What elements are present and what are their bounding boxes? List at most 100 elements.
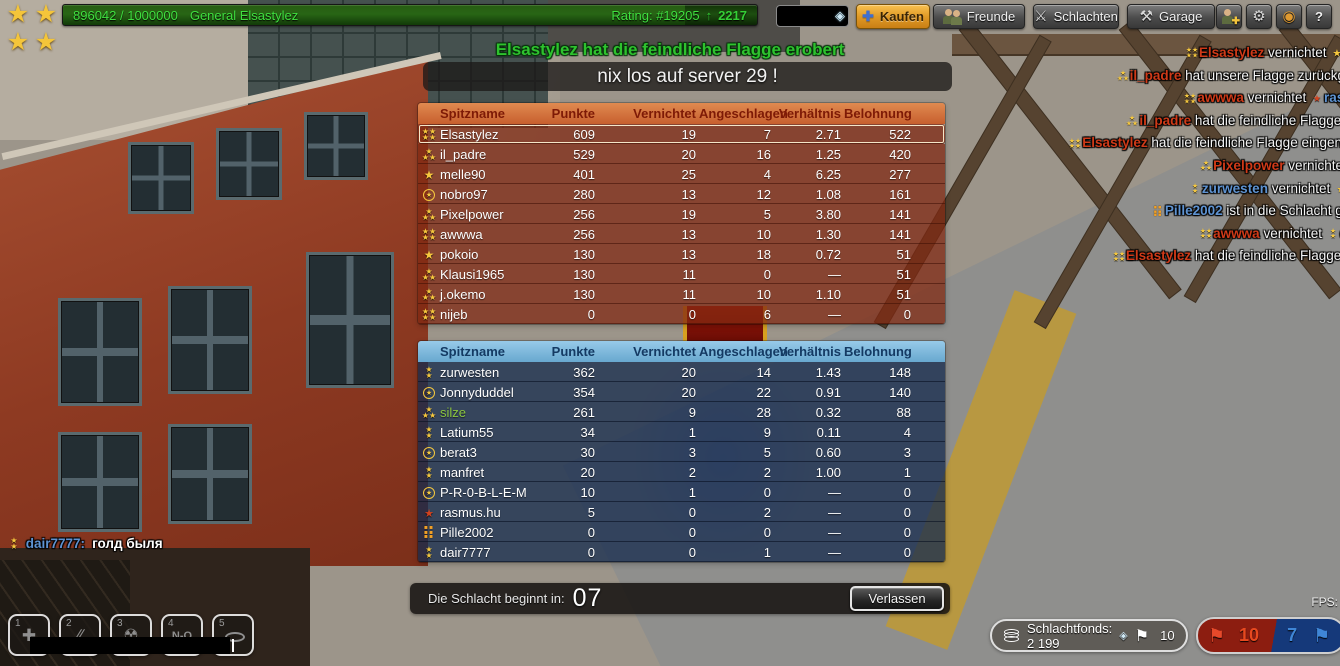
cell-punkte: 130 [573, 286, 595, 302]
player-row[interactable]: ★ ★ dair7777 0 0 1 — 0 [418, 542, 945, 562]
cell-verhaeltnis: 6.25 [815, 166, 841, 182]
server-chat-message: nix los auf server 29 ! [423, 62, 952, 91]
battle-log-line: ★★★il_padre hat unsere Flagge zurückgebr… [812, 65, 1340, 88]
player-row[interactable]: ★ ★ Latium55 34 1 9 0.11 4 [418, 422, 945, 442]
cell-vernichtet: 2 [688, 464, 696, 480]
kaufen-button[interactable]: ✚ Kaufen [856, 4, 930, 29]
supply-slot-1[interactable]: 1 ✚ [8, 614, 50, 656]
log-player-name: il_padre [1129, 67, 1182, 83]
fund-flag-count: 10 [1160, 628, 1175, 643]
player-row[interactable]: ★ ★★ il_padre 529 20 16 1.25 420 [418, 144, 945, 164]
log-player-name: Elsastylez [1198, 45, 1265, 60]
log-player-name: il_padre [1139, 112, 1192, 128]
rank-medal-icon: ★ [421, 387, 437, 400]
red-flag-icon: ⚑ [1208, 624, 1226, 647]
player-row[interactable]: ★ nobro97 280 13 12 1.08 161 [418, 184, 945, 204]
cell-angeschlagen: 7 [763, 126, 771, 142]
crystal-icon: ◈ [1119, 630, 1128, 642]
cell-belohnung: 51 [896, 246, 911, 262]
countdown-label: Die Schlacht beginnt in: [428, 591, 565, 606]
cell-verhaeltnis: — [828, 544, 841, 560]
help-button[interactable]: ? [1306, 4, 1332, 29]
player-row[interactable]: ★ rasmus.hu 5 0 2 — 0 [418, 502, 945, 522]
cell-verhaeltnis: 0.91 [815, 384, 841, 400]
player-row[interactable]: ★ Jonnyduddel 354 20 22 0.91 140 [418, 382, 945, 402]
rank-stars-2-icon: ★ ★ [425, 425, 433, 441]
player-row[interactable]: ★ melle90 401 25 4 6.25 277 [418, 164, 945, 184]
player-row[interactable]: ★ ★ manfret 20 2 2 1.00 1 [418, 462, 945, 482]
rank-stars-3-icon: ★ ★★ [421, 267, 437, 283]
coins-icon [1004, 628, 1020, 643]
cell-verhaeltnis: 1.08 [815, 186, 841, 202]
rank-stars-4-icon: ★★ ★★ [421, 127, 437, 143]
cell-angeschlagen: 9 [763, 424, 771, 440]
cell-punkte: 529 [573, 146, 595, 162]
cell-vernichtet: 3 [688, 444, 696, 460]
rank-stars-2-icon: ★ ★ [425, 545, 433, 561]
cell-vernichtet: 20 [681, 364, 696, 380]
cell-punkte: 256 [573, 206, 595, 222]
settings-button[interactable]: ⚙ [1246, 4, 1272, 29]
building-window [58, 432, 142, 532]
cell-verhaeltnis: 3.80 [815, 206, 841, 222]
red-team-score: 10 [1239, 625, 1260, 645]
player-row[interactable]: ★★ ★★ awwwa 256 13 10 1.30 141 [418, 224, 945, 244]
cell-vernichtet: 19 [681, 126, 696, 142]
cell-punkte: 30 [580, 444, 595, 460]
battle-log-line: ▪▪▪▪▪▪Pille2002 ist in die Schlacht gezo… [812, 200, 1340, 223]
sound-button[interactable]: ◉ [1276, 4, 1302, 29]
player-row[interactable]: ★ berat3 30 3 5 0.60 3 [418, 442, 945, 462]
flag-event-message: Elsastylez hat die feindliche Flagge ero… [495, 40, 845, 59]
sound-icon: ◉ [1282, 8, 1296, 25]
battle-log-line: ★★★Pixelpower vernichtet ★★★s [812, 155, 1340, 178]
player-name: silze [440, 404, 467, 420]
schlachten-button[interactable]: ⚔ Schlachten [1033, 4, 1119, 29]
player-row[interactable]: ★ ★★ Pixelpower 256 19 5 3.80 141 [418, 204, 945, 224]
log-action-text: hat unsere Flagge zurückgebra [1185, 67, 1340, 83]
rank-medal-icon: ★ [421, 447, 437, 460]
player-row[interactable]: ★ ★ zurwesten 362 20 14 1.43 148 [418, 362, 945, 382]
column-belohnung: Belohnung [844, 106, 912, 121]
cell-belohnung: 140 [889, 384, 911, 400]
rank-grid-icon: ▪▪ ▪▪ ▪▪ [423, 524, 435, 541]
rank-stars-2-icon: ★ ★ [1191, 182, 1198, 195]
log-player-name: Elsastylez [1125, 248, 1192, 264]
red-team-scoreboard: Spitzname Punkte Vernichtet Angeschlagen… [418, 103, 945, 324]
cell-angeschlagen: 28 [756, 404, 771, 420]
player-row[interactable]: ★★ ★★ Elsastylez 609 19 7 2.71 522 [418, 124, 945, 144]
log-player-name: Pille2002 [1164, 203, 1223, 219]
player-row[interactable]: ★★ ★★ nijeb 0 0 6 — 0 [418, 304, 945, 324]
garage-button[interactable]: ⚒ Garage [1127, 4, 1215, 29]
player-row[interactable]: ★ ★★ Klausi1965 130 11 0 — 51 [418, 264, 945, 284]
cell-angeschlagen: 10 [756, 226, 771, 242]
blue-flag-icon: ⚑ [1313, 624, 1331, 647]
cell-punkte: 130 [573, 246, 595, 262]
player-row[interactable]: ★ pokoio 130 13 18 0.72 51 [418, 244, 945, 264]
player-row[interactable]: ★ ★★ silze 261 9 28 0.32 88 [418, 402, 945, 422]
cell-verhaeltnis: 0.32 [815, 404, 841, 420]
cell-vernichtet: 20 [681, 384, 696, 400]
rank-stars-3-icon: ★ ★★ [1126, 114, 1139, 128]
cell-verhaeltnis: 1.10 [815, 286, 841, 302]
xp-value: 896042 / 1000000 [73, 7, 178, 23]
rank-stars-4-icon: ★★ ★★ [1069, 137, 1082, 150]
add-friend-button[interactable]: ✚ [1216, 4, 1242, 29]
cell-angeschlagen: 18 [756, 246, 771, 262]
rank-stars-3-icon: ★ ★★ [421, 207, 437, 223]
player-row[interactable]: ★ P-R-0-B-L-E-M 10 1 0—0 [418, 482, 945, 502]
cell-vernichtet: 1 [688, 424, 696, 440]
cell-vernichtet: 0 [688, 306, 696, 322]
player-row[interactable]: ▪▪ ▪▪ ▪▪ Pille2002 0 0 0 — 0 [418, 522, 945, 542]
log-player-name: Pixelpower [1213, 157, 1285, 173]
cell-punkte: 10 [580, 484, 595, 500]
cell-vernichtet: 11 [682, 266, 697, 282]
cell-punkte: 280 [573, 186, 595, 202]
freunde-button[interactable]: Freunde [933, 4, 1025, 29]
cell-belohnung: 0 [903, 544, 911, 560]
cell-angeschlagen: 0 [763, 484, 771, 500]
slot-number: 2 [66, 618, 72, 629]
verlassen-button[interactable]: Verlassen [850, 586, 944, 611]
cell-vernichtet: 25 [681, 166, 696, 182]
player-row[interactable]: ★ ★★ j.okemo 130 11 10 1.10 51 [418, 284, 945, 304]
friends-icon [942, 8, 962, 25]
